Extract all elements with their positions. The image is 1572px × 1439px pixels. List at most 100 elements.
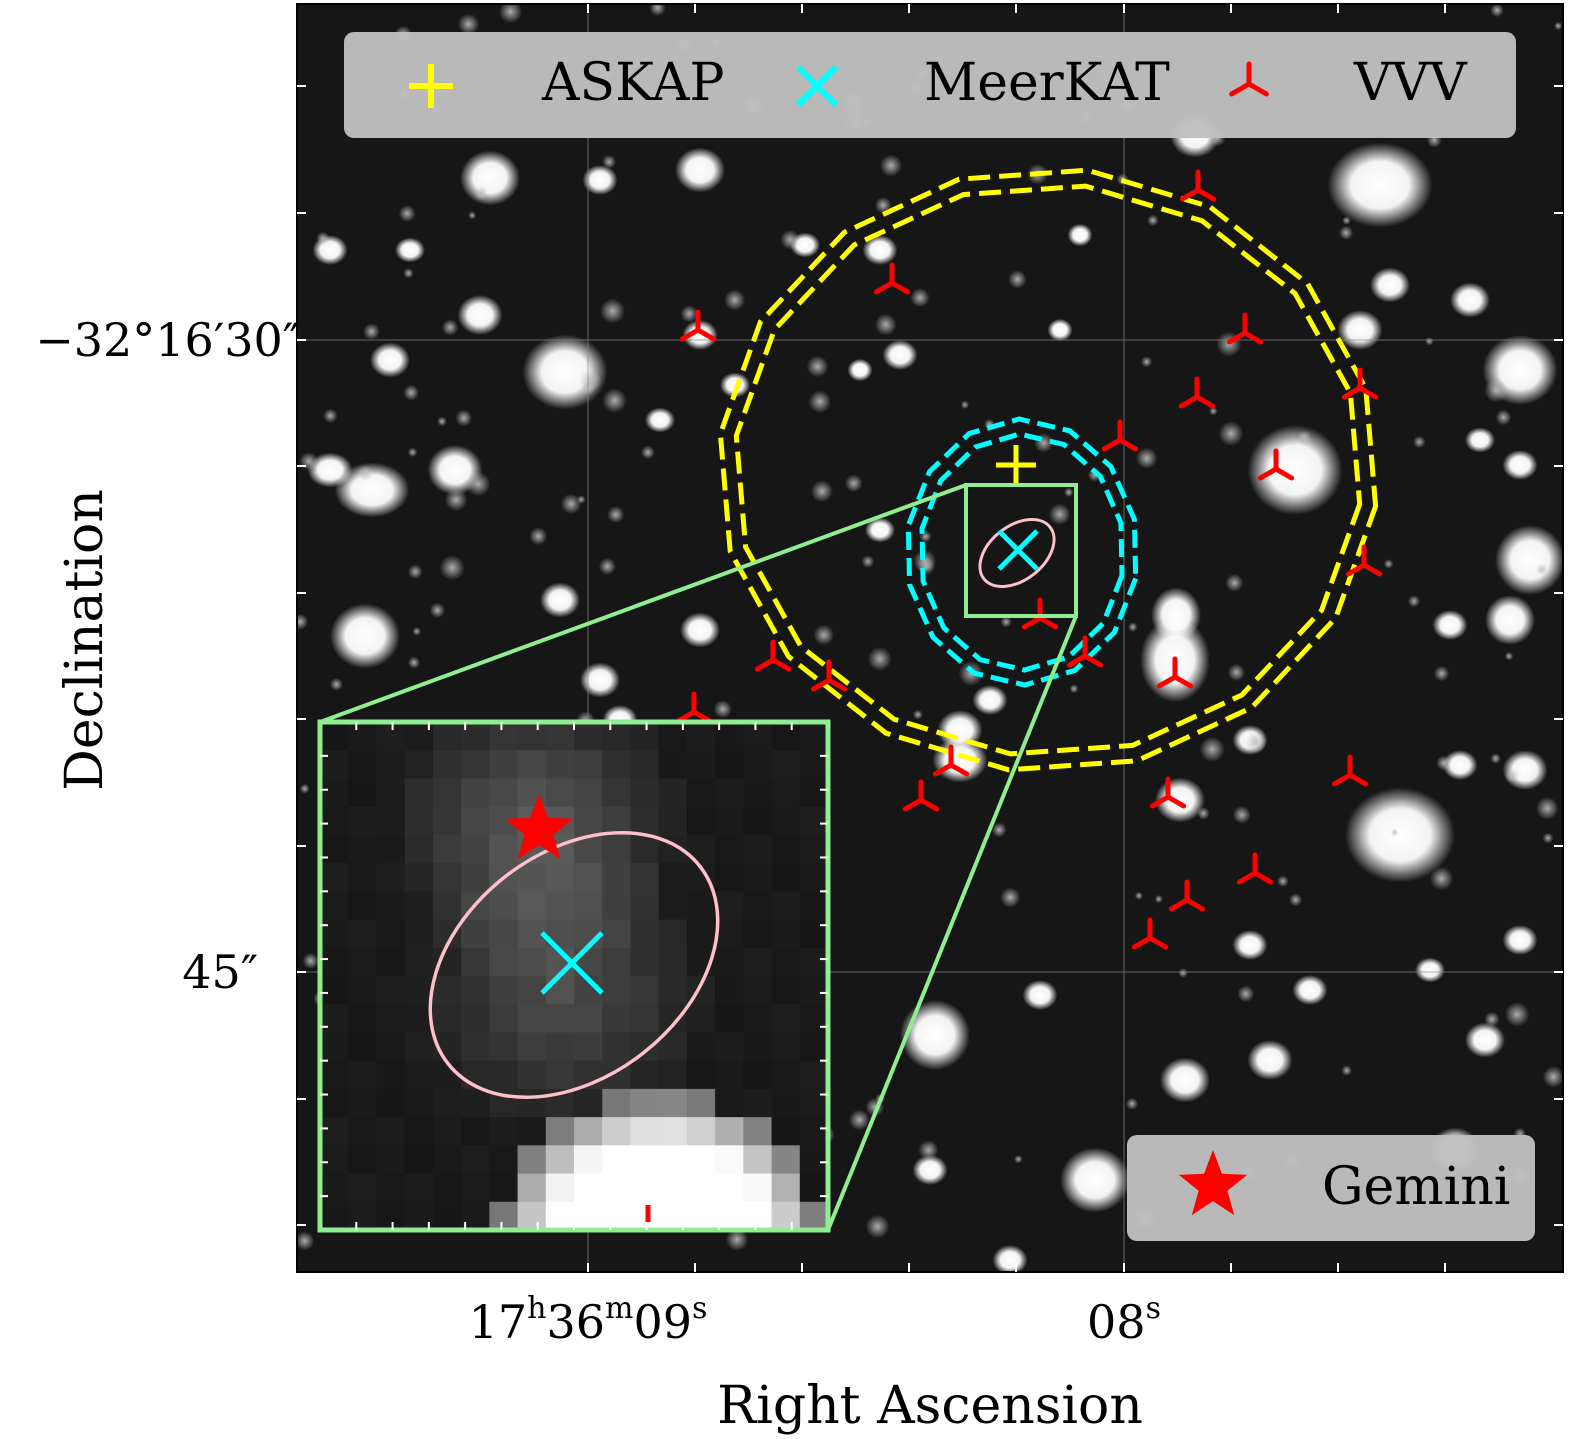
inset-pixel <box>743 947 773 977</box>
inset-pixel <box>686 891 716 921</box>
askap-error-region-inner <box>733 183 1363 757</box>
inset-pixel <box>461 1004 490 1034</box>
inset-pixel <box>743 750 773 780</box>
inset-pixel <box>715 1004 744 1034</box>
inset-pixel <box>743 976 773 1005</box>
inset-pixel <box>489 750 519 780</box>
inset-pixel <box>630 891 660 921</box>
inset-pixel <box>517 1032 547 1062</box>
inset-pixel <box>743 1088 773 1118</box>
sky-source-bright <box>972 685 1008 715</box>
vvv-source-marker <box>1331 754 1369 787</box>
inset-pixel <box>320 1004 349 1034</box>
inset-pixel <box>348 919 378 949</box>
inset-pixel <box>686 919 716 949</box>
inset-pixel <box>658 1088 688 1118</box>
inset-pixel <box>432 863 462 892</box>
inset-pixel <box>686 1117 716 1146</box>
legend-top: ASKAP MeerKAT VVV <box>344 32 1516 138</box>
inset-pixel <box>602 1173 632 1203</box>
sky-source-faint <box>910 288 930 308</box>
inset-pixel <box>404 1173 434 1203</box>
inset-pixel <box>630 750 660 780</box>
inset-pixel <box>602 1117 632 1146</box>
sky-source-faint <box>602 154 616 169</box>
inset-pixel <box>545 750 575 780</box>
inset-pixel <box>376 1201 406 1231</box>
inset-pixel <box>743 1117 773 1146</box>
inset-pixel <box>404 778 434 808</box>
zoom-connector-line-left <box>319 483 967 724</box>
inset-pixel <box>715 806 744 836</box>
inset-pixel <box>404 919 434 949</box>
inset-pixel <box>461 1145 490 1175</box>
sky-source-bright <box>682 320 718 350</box>
inset-pixel <box>799 863 829 892</box>
sky-source-faint <box>412 627 422 636</box>
inset-pixel <box>574 1173 603 1203</box>
vvv-source-marker <box>1178 376 1216 409</box>
sky-source-faint <box>466 471 491 497</box>
inset-pixel <box>574 806 603 836</box>
sky-source-bright <box>1442 750 1478 780</box>
sky-source-bright <box>370 342 410 378</box>
sky-source-faint <box>1554 21 1563 31</box>
sky-source-faint <box>912 709 923 720</box>
inset-pixel <box>376 1060 406 1090</box>
sky-source-bright <box>882 340 918 370</box>
sky-source-faint <box>577 495 586 504</box>
sky-source-faint <box>1490 4 1504 18</box>
zoom-connector <box>319 483 1078 1231</box>
inset-pixel <box>376 1173 406 1203</box>
sky-source-faint <box>1134 891 1143 900</box>
inset-pixel <box>404 1060 434 1090</box>
sky-source-bright <box>912 1155 948 1185</box>
sky-source-faint <box>1141 356 1153 368</box>
sky-source-bright <box>1502 450 1538 480</box>
sky-source-bright <box>1060 1147 1130 1213</box>
vvv-source-marker <box>1236 852 1274 885</box>
inset-pixel <box>461 976 490 1005</box>
inset-pixel <box>602 863 632 892</box>
inset-pixel <box>771 1117 801 1146</box>
inset-pixel <box>743 863 773 892</box>
legend-label-vvv: VVV <box>1353 53 1468 113</box>
inset-pixel <box>715 1117 744 1146</box>
inset-pixel <box>686 1032 716 1062</box>
axes-ticks <box>297 4 1563 1272</box>
inset-pixel <box>432 750 462 780</box>
vvv-source-marker <box>1156 656 1194 689</box>
inset-pixel <box>658 863 688 892</box>
sky-source-faint <box>316 231 330 245</box>
inset-pixel <box>771 1004 801 1034</box>
inset-pixel <box>320 1145 349 1175</box>
vvv-source-marker <box>1101 419 1139 452</box>
sky-source-bright <box>1495 525 1563 595</box>
inset-pixel <box>461 1088 490 1118</box>
sky-source-faint <box>1433 665 1450 682</box>
inset-pixel <box>686 722 716 751</box>
inset-pixel <box>715 891 744 921</box>
sky-source-faint <box>429 602 446 618</box>
legend-gemini: Gemini <box>1127 1135 1535 1241</box>
inset-pixel <box>348 1145 378 1175</box>
sky-source-faint <box>398 205 416 222</box>
inset-pixel <box>602 976 632 1005</box>
sky-source-faint <box>867 646 892 671</box>
inset-pixel <box>376 976 406 1005</box>
sky-source-bright <box>1067 223 1093 247</box>
inset-pixel <box>574 1088 603 1118</box>
sky-source-faint <box>1390 828 1399 837</box>
inset-pixel <box>376 834 406 864</box>
sky-source-faint <box>991 822 1007 838</box>
inset-pixel <box>799 1004 829 1034</box>
inset-pixel <box>715 976 744 1005</box>
inset-pixel <box>404 891 434 921</box>
inset-pixel <box>743 834 773 864</box>
inset-pixel <box>517 1145 547 1175</box>
inset-pixel <box>348 750 378 780</box>
inset-pixel <box>489 1060 519 1090</box>
inset-pixel <box>686 1145 716 1175</box>
sky-source-faint <box>1429 866 1454 891</box>
inset-pixel <box>658 806 688 836</box>
